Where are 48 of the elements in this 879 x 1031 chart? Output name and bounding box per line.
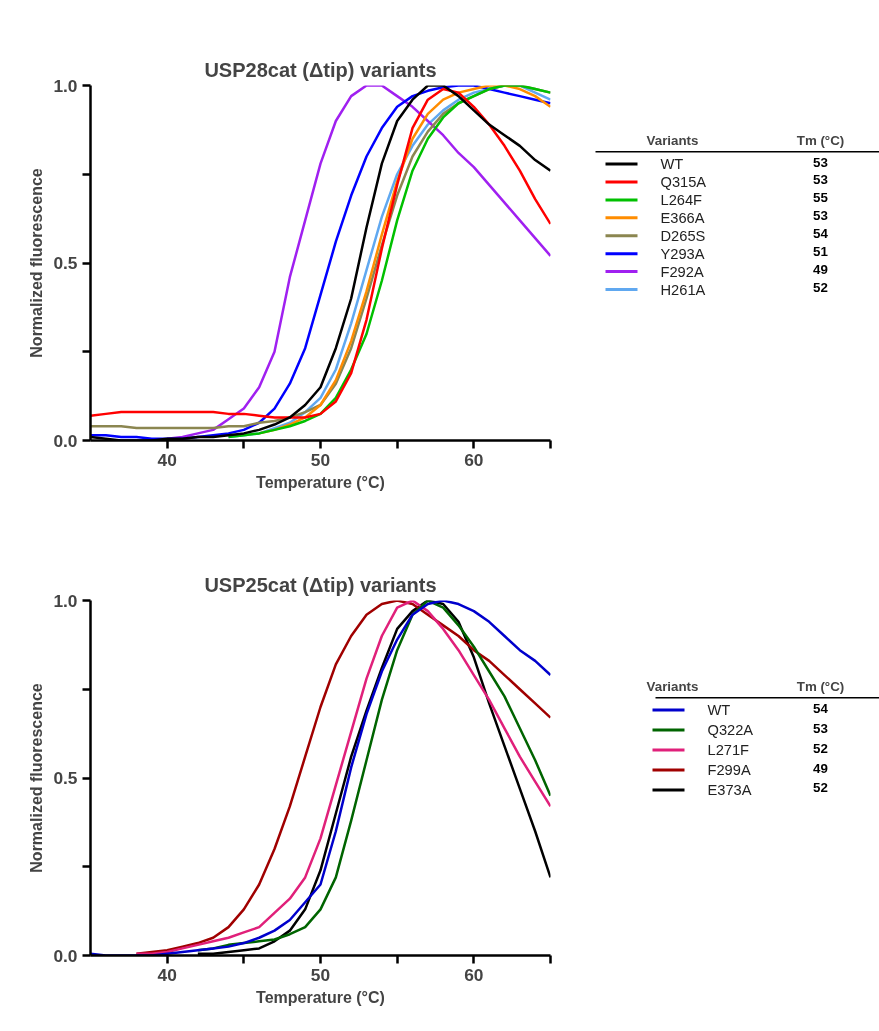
x-tick-label: 60 (464, 964, 484, 985)
legend-title: Variants (646, 133, 699, 149)
y-tick-label: 1.0 (53, 75, 78, 96)
text: Tm (°C) (796, 133, 845, 149)
x-tick-label: 40 (157, 964, 177, 985)
x-tick-label: 60 (464, 449, 484, 470)
y-tick-label: 0.0 (53, 430, 78, 451)
text: 52 (813, 740, 828, 756)
legend-title: Variants (646, 679, 699, 695)
y-axis-title: Normalized fluorescence (28, 683, 46, 873)
legend-label: D265S (660, 227, 706, 244)
legend-label: L271F (707, 742, 750, 759)
legend-label: E373A (707, 782, 752, 799)
text: 53 (813, 208, 828, 224)
x-tick-label: 40 (157, 449, 177, 470)
y-tick-label: 0.5 (53, 768, 78, 788)
x-tick-label: 50 (310, 964, 331, 985)
text: 54 (813, 700, 829, 716)
text: 49 (813, 262, 828, 278)
x-tick-label: 50 (310, 449, 331, 470)
chart-title: USP25cat (Δtip) variants (204, 573, 437, 596)
text: 54 (813, 226, 829, 242)
legend-label: H261A (660, 281, 706, 298)
legend-label: Y293A (660, 245, 705, 262)
y-tick-label: 0.5 (53, 253, 78, 273)
text: 52 (813, 279, 828, 295)
text: 51 (813, 244, 829, 260)
legend-label: E366A (660, 209, 705, 226)
legend-label: L264F (660, 191, 703, 208)
x-axis-title: Temperature (°C) (256, 988, 385, 1006)
y-tick-label: 0.0 (53, 945, 78, 966)
legend-label: F299A (707, 762, 751, 779)
text: 53 (813, 720, 828, 736)
chart-title: USP28cat (Δtip) variants (204, 58, 437, 81)
text: 53 (813, 154, 828, 170)
text: 52 (813, 780, 828, 796)
x-axis-title: Temperature (°C) (256, 473, 385, 491)
legend-label: F292A (660, 263, 704, 280)
text: 55 (813, 190, 829, 206)
y-tick-label: 1.0 (53, 590, 78, 611)
legend-label: WT (707, 702, 731, 719)
text: 53 (813, 172, 828, 188)
text: 49 (813, 760, 828, 776)
y-axis-title: Normalized fluorescence (28, 168, 46, 358)
legend-label: WT (660, 156, 684, 173)
legend-label: Q322A (707, 722, 754, 739)
legend-label: Q315A (660, 174, 707, 190)
text: Tm (°C) (796, 679, 845, 695)
